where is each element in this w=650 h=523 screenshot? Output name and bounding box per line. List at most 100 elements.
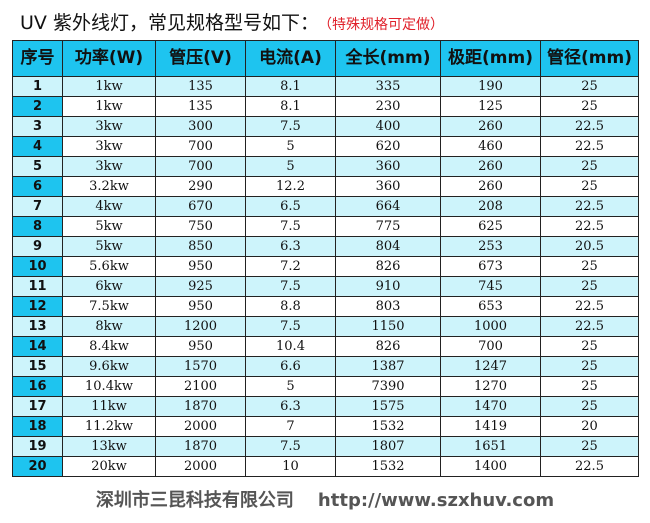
table-cell: 700 bbox=[155, 156, 246, 177]
table-cell: 1651 bbox=[440, 436, 541, 457]
table-cell: 5 bbox=[245, 136, 336, 157]
table-cell: 850 bbox=[155, 236, 246, 257]
row-index: 9 bbox=[12, 236, 63, 257]
table-cell: 7.5 bbox=[245, 216, 336, 237]
table-cell: 25 bbox=[540, 396, 639, 417]
table-row: 14 8.4kw 950 10.4 826 700 25 bbox=[12, 336, 639, 357]
table-cell: 22.5 bbox=[540, 296, 639, 317]
row-index: 18 bbox=[12, 416, 63, 437]
table-cell: 25 bbox=[540, 356, 639, 377]
row-index: 16 bbox=[12, 376, 63, 397]
table-cell: 2000 bbox=[155, 416, 246, 437]
table-row: 17 11kw 1870 6.3 1575 1470 25 bbox=[12, 396, 639, 417]
table-cell: 22.5 bbox=[540, 316, 639, 337]
table-cell: 950 bbox=[155, 256, 246, 277]
table-cell: 3kw bbox=[62, 156, 156, 177]
table-cell: 1000 bbox=[440, 316, 541, 337]
table-row: 16 10.4kw 2100 5 7390 1270 25 bbox=[12, 376, 639, 397]
table-cell: 700 bbox=[155, 136, 246, 157]
table-cell: 804 bbox=[335, 236, 441, 257]
table-cell: 3kw bbox=[62, 136, 156, 157]
table-row: 4 3kw 700 5 620 460 22.5 bbox=[12, 136, 639, 157]
table-cell: 8.4kw bbox=[62, 336, 156, 357]
column-header: 全长(mm) bbox=[335, 40, 441, 77]
table-row: 9 5kw 850 6.3 804 253 20.5 bbox=[12, 236, 639, 257]
table-cell: 25 bbox=[540, 436, 639, 457]
table-cell: 25 bbox=[540, 276, 639, 297]
table-cell: 620 bbox=[335, 136, 441, 157]
table-cell: 653 bbox=[440, 296, 541, 317]
title-note: （特殊规格可定做） bbox=[324, 17, 444, 33]
table-cell: 7.5 bbox=[245, 316, 336, 337]
table-cell: 12.2 bbox=[245, 176, 336, 197]
table-cell: 1387 bbox=[335, 356, 441, 377]
table-cell: 4kw bbox=[62, 196, 156, 217]
column-header: 电流(A) bbox=[245, 40, 336, 77]
table-cell: 6.3 bbox=[245, 236, 336, 257]
column-header: 管径(mm) bbox=[540, 40, 639, 77]
table-cell: 22.5 bbox=[540, 196, 639, 217]
table-cell: 950 bbox=[155, 336, 246, 357]
row-index: 17 bbox=[12, 396, 63, 417]
table-cell: 300 bbox=[155, 116, 246, 137]
row-index: 14 bbox=[12, 336, 63, 357]
table-cell: 2100 bbox=[155, 376, 246, 397]
row-index: 5 bbox=[12, 156, 63, 177]
row-index: 8 bbox=[12, 216, 63, 237]
table-row: 7 4kw 670 6.5 664 208 22.5 bbox=[12, 196, 639, 217]
table-cell: 25 bbox=[540, 376, 639, 397]
table-cell: 1247 bbox=[440, 356, 541, 377]
table-cell: 360 bbox=[335, 176, 441, 197]
table-cell: 6.5 bbox=[245, 196, 336, 217]
table-cell: 7390 bbox=[335, 376, 441, 397]
table-cell: 8.1 bbox=[245, 76, 336, 97]
table-cell: 11.2kw bbox=[62, 416, 156, 437]
table-cell: 253 bbox=[440, 236, 541, 257]
table-cell: 1870 bbox=[155, 396, 246, 417]
table-cell: 826 bbox=[335, 336, 441, 357]
table-cell: 625 bbox=[440, 216, 541, 237]
row-index: 19 bbox=[12, 436, 63, 457]
table-cell: 1575 bbox=[335, 396, 441, 417]
column-header: 管压(V) bbox=[155, 40, 246, 77]
table-cell: 7.5 bbox=[245, 436, 336, 457]
table-cell: 750 bbox=[155, 216, 246, 237]
table-cell: 2000 bbox=[155, 456, 246, 477]
table-cell: 803 bbox=[335, 296, 441, 317]
header-row: 序号 功率(W) 管压(V) 电流(A) 全长(mm) 极距(mm) 管径(mm) bbox=[12, 40, 639, 77]
table-row: 3 3kw 300 7.5 400 260 22.5 bbox=[12, 116, 639, 137]
table-cell: 135 bbox=[155, 96, 246, 117]
table-cell: 25 bbox=[540, 96, 639, 117]
table-cell: 400 bbox=[335, 116, 441, 137]
table-cell: 1532 bbox=[335, 416, 441, 437]
table-cell: 25 bbox=[540, 76, 639, 97]
row-index: 4 bbox=[12, 136, 63, 157]
table-cell: 670 bbox=[155, 196, 246, 217]
column-header: 极距(mm) bbox=[440, 40, 541, 77]
table-cell: 5 bbox=[245, 156, 336, 177]
watermark-url: http://www.szxhuv.com bbox=[317, 490, 555, 511]
watermark-company: 深圳市三昆科技有限公司 bbox=[95, 490, 294, 511]
table-cell: 7 bbox=[245, 416, 336, 437]
table-row: 13 8kw 1200 7.5 1150 1000 22.5 bbox=[12, 316, 639, 337]
table-cell: 8kw bbox=[62, 316, 156, 337]
table-cell: 125 bbox=[440, 96, 541, 117]
table-cell: 775 bbox=[335, 216, 441, 237]
table-cell: 1kw bbox=[62, 96, 156, 117]
table-cell: 6kw bbox=[62, 276, 156, 297]
table-cell: 826 bbox=[335, 256, 441, 277]
table-row: 15 9.6kw 1570 6.6 1387 1247 25 bbox=[12, 356, 639, 377]
table-cell: 10.4 bbox=[245, 336, 336, 357]
table-row: 19 13kw 1870 7.5 1807 1651 25 bbox=[12, 436, 639, 457]
table-cell: 910 bbox=[335, 276, 441, 297]
table-cell: 1870 bbox=[155, 436, 246, 457]
row-index: 3 bbox=[12, 116, 63, 137]
table-row: 10 5.6kw 950 7.2 826 673 25 bbox=[12, 256, 639, 277]
table-cell: 700 bbox=[440, 336, 541, 357]
row-index: 10 bbox=[12, 256, 63, 277]
table-cell: 25 bbox=[540, 336, 639, 357]
table-cell: 260 bbox=[440, 176, 541, 197]
table-cell: 6.3 bbox=[245, 396, 336, 417]
table-row: 6 3.2kw 290 12.2 360 260 25 bbox=[12, 176, 639, 197]
table-cell: 8.8 bbox=[245, 296, 336, 317]
